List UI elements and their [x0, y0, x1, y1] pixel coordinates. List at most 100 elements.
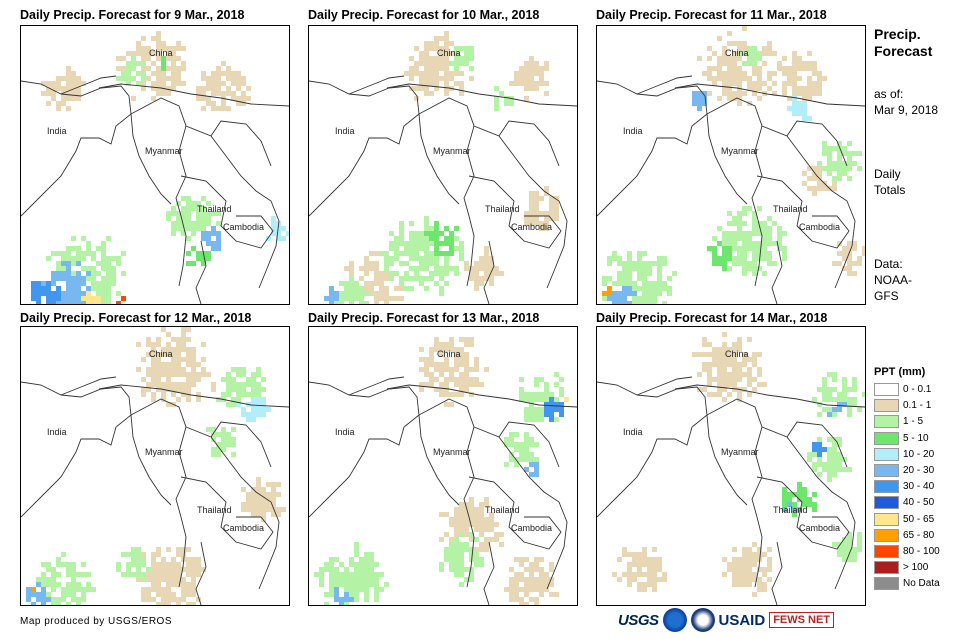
precip-cell: [449, 517, 454, 522]
precip-cell: [176, 342, 181, 347]
precip-cell: [171, 562, 176, 567]
precip-cell: [171, 387, 176, 392]
precip-cell: [236, 397, 241, 402]
precip-cell: [514, 462, 519, 467]
precip-cell: [176, 66, 181, 71]
legend-item: 1 - 5: [874, 414, 923, 429]
precip-cell: [176, 226, 181, 231]
country-border: [498, 120, 560, 167]
precip-cell: [607, 261, 612, 266]
precip-cell: [76, 86, 81, 91]
precip-cell: [622, 547, 627, 552]
precip-cell: [251, 417, 256, 422]
precip-cell: [454, 236, 459, 241]
precip-cell: [369, 291, 374, 296]
precip-cell: [802, 116, 807, 121]
precip-cell: [449, 76, 454, 81]
precip-cell: [404, 241, 409, 246]
precip-cell: [319, 567, 324, 572]
precip-cell: [807, 81, 812, 86]
precip-cell: [439, 36, 444, 41]
precip-cell: [429, 76, 434, 81]
precip-cell: [474, 261, 479, 266]
precip-cell: [171, 211, 176, 216]
precip-cell: [647, 301, 652, 304]
precip-cell: [712, 261, 717, 266]
precip-cell: [657, 256, 662, 261]
country-border: [386, 384, 577, 408]
precip-cell: [226, 402, 231, 407]
precip-cell: [246, 497, 251, 502]
precip-cell: [111, 256, 116, 261]
precip-cell: [727, 347, 732, 352]
precip-cell: [762, 587, 767, 592]
precip-cell: [622, 291, 627, 296]
precip-cell: [181, 46, 186, 51]
precip-cell: [637, 552, 642, 557]
precip-cell: [156, 56, 161, 61]
precip-cell: [181, 327, 186, 332]
precip-cell: [534, 577, 539, 582]
precip-cell: [509, 587, 514, 592]
precip-cell: [256, 392, 261, 397]
precip-cell: [747, 236, 752, 241]
precip-cell: [837, 467, 842, 472]
precip-cell: [106, 256, 111, 261]
precip-cell: [514, 557, 519, 562]
precip-cell: [722, 231, 727, 236]
precip-cell: [637, 562, 642, 567]
precip-cell: [349, 562, 354, 567]
precip-cell: [757, 552, 762, 557]
precip-cell: [141, 557, 146, 562]
precip-cell: [71, 261, 76, 266]
precip-cell: [534, 221, 539, 226]
precip-cell: [56, 572, 61, 577]
precip-cell: [176, 71, 181, 76]
precip-cell: [444, 261, 449, 266]
precip-cell: [549, 417, 554, 422]
precip-cell: [459, 71, 464, 76]
precip-cell: [374, 281, 379, 286]
precip-cell: [444, 66, 449, 71]
precip-cell: [777, 226, 782, 231]
precip-cell: [156, 91, 161, 96]
legend-swatch: [874, 464, 899, 477]
precip-cell: [276, 482, 281, 487]
precip-cell: [762, 552, 767, 557]
precip-cell: [787, 497, 792, 502]
precip-cell: [181, 567, 186, 572]
precip-cell: [354, 286, 359, 291]
precip-cell: [812, 507, 817, 512]
precip-cell: [71, 246, 76, 251]
precip-cell: [151, 367, 156, 372]
precip-cell: [419, 246, 424, 251]
precip-cell: [66, 81, 71, 86]
precip-cell: [449, 337, 454, 342]
precip-cell: [847, 151, 852, 156]
precip-cell: [424, 256, 429, 261]
precip-cell: [151, 582, 156, 587]
precip-cell: [101, 296, 106, 301]
precip-cell: [349, 266, 354, 271]
precip-cell: [837, 457, 842, 462]
precip-cell: [271, 487, 276, 492]
precip-cell: [444, 377, 449, 382]
precip-cell: [712, 352, 717, 357]
precip-cell: [642, 266, 647, 271]
precip-cell: [369, 286, 374, 291]
precip-cell: [349, 286, 354, 291]
precip-cell: [837, 442, 842, 447]
precip-cell: [752, 226, 757, 231]
precip-cell: [554, 372, 559, 377]
precip-cell: [419, 382, 424, 387]
precip-cell: [617, 276, 622, 281]
precip-cell: [732, 56, 737, 61]
precip-cell: [191, 362, 196, 367]
precip-cell: [201, 367, 206, 372]
precip-cell: [161, 577, 166, 582]
precip-cell: [359, 291, 364, 296]
precip-cell: [697, 91, 702, 96]
precip-cell: [41, 592, 46, 597]
precip-cell: [459, 357, 464, 362]
precip-cell: [509, 452, 514, 457]
